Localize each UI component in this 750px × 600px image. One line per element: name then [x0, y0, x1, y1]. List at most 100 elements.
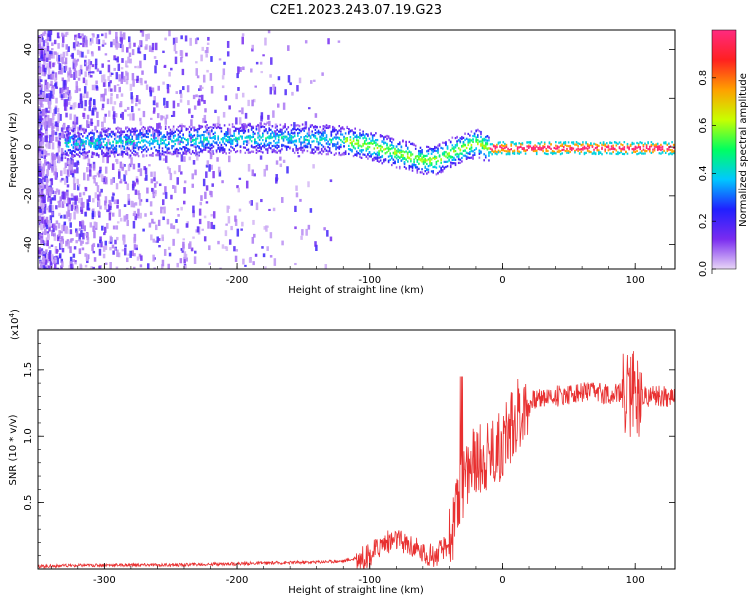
- ridge-cell: [596, 145, 599, 149]
- ridge-cell: [236, 150, 239, 153]
- ridge-cell: [445, 160, 447, 164]
- heatmap-cell: [267, 114, 270, 120]
- ridge-cell: [298, 124, 301, 127]
- ridge-cell: [183, 147, 186, 151]
- ridge-cell: [378, 150, 380, 153]
- ridge-cell: [85, 142, 87, 145]
- ridge-cell: [289, 136, 291, 139]
- heatmap-cell: [191, 183, 195, 188]
- heatmap-cell: [109, 261, 112, 269]
- ridge-cell: [516, 146, 519, 149]
- heatmap-cell: [75, 145, 79, 149]
- heatmap-cell: [104, 88, 107, 96]
- ridge-cell: [469, 134, 471, 137]
- ridge-cell: [569, 146, 571, 149]
- ridge-cell: [96, 145, 98, 149]
- ridge-cell: [362, 149, 364, 152]
- heatmap-cell: [43, 184, 46, 189]
- heatmap-cell: [39, 79, 43, 83]
- ridge-cell: [77, 131, 79, 134]
- ridge-cell: [269, 128, 272, 131]
- heatmap-cell: [88, 73, 91, 78]
- ridge-cell: [137, 134, 140, 137]
- heatmap-cell: [67, 101, 71, 106]
- heatmap-cell: [57, 203, 61, 208]
- heatmap-cell: [80, 202, 84, 210]
- ridge-cell: [241, 123, 243, 126]
- heatmap-cell: [153, 171, 156, 178]
- ridge-cell: [559, 141, 562, 144]
- ridge-cell: [164, 151, 167, 154]
- ridge-cell: [265, 137, 267, 140]
- ridge-cell: [109, 134, 111, 137]
- heatmap-cell: [104, 262, 108, 265]
- heatmap-cell: [179, 93, 183, 99]
- ridge-cell: [282, 138, 285, 141]
- ridge-cell: [335, 136, 337, 139]
- ridge-cell: [411, 163, 414, 166]
- heatmap-cell: [47, 152, 50, 156]
- heatmap-cell: [73, 169, 77, 174]
- ridge-cell: [376, 143, 379, 146]
- ridge-cell: [101, 134, 103, 138]
- ridge-cell: [169, 132, 172, 135]
- ridge-cell: [320, 152, 323, 156]
- heatmap-cell: [78, 125, 82, 130]
- heatmap-cell: [38, 67, 41, 75]
- heatmap-cell: [133, 42, 136, 47]
- ridge-cell: [427, 152, 430, 155]
- heatmap-cell: [139, 121, 143, 126]
- ridge-cell: [239, 135, 242, 138]
- heatmap-cell: [54, 171, 58, 180]
- ridge-cell: [367, 133, 369, 136]
- ridge-cell: [610, 145, 613, 148]
- ridge-cell: [551, 152, 554, 156]
- ridge-cell: [163, 134, 165, 137]
- heatmap-cell: [314, 241, 317, 247]
- heatmap-cell: [79, 93, 83, 100]
- ridge-cell: [171, 153, 173, 156]
- ridge-cell: [163, 151, 165, 154]
- ridge-cell: [328, 147, 331, 150]
- heatmap-cell: [77, 102, 81, 109]
- ridge-cell: [580, 150, 583, 153]
- heatmap-cell: [177, 214, 180, 217]
- ridge-cell: [583, 151, 586, 155]
- heatmap-cell: [42, 211, 45, 214]
- ridge-cell: [349, 130, 352, 133]
- heatmap-cell: [94, 64, 98, 70]
- heatmap-cell: [163, 106, 167, 109]
- ridge-cell: [292, 141, 294, 144]
- heatmap-cell: [86, 120, 89, 128]
- heatmap-cell: [67, 74, 70, 82]
- ridge-cell: [121, 142, 124, 145]
- heatmap-cell: [235, 248, 239, 252]
- ridge-cell: [182, 141, 184, 144]
- ridge-cell: [421, 149, 423, 152]
- heatmap-cell: [267, 30, 271, 34]
- heatmap-cell: [156, 102, 159, 108]
- ridge-cell: [297, 124, 299, 127]
- ridge-cell: [169, 151, 172, 154]
- heatmap-cell: [42, 163, 46, 168]
- ridge-cell: [324, 126, 326, 129]
- heatmap-cell: [178, 165, 181, 173]
- ridge-cell: [250, 128, 253, 131]
- ridge-cell: [545, 152, 548, 156]
- heatmap-cell: [136, 214, 139, 219]
- ridge-cell: [303, 136, 306, 139]
- ridge-cell: [195, 128, 197, 132]
- heatmap-cell: [78, 88, 81, 92]
- ridge-cell: [574, 149, 576, 153]
- ridge-cell: [204, 148, 207, 151]
- heatmap-cell: [48, 93, 51, 99]
- ridge-cell: [153, 133, 156, 136]
- ridge-cell: [308, 139, 310, 143]
- ridge-cell: [658, 148, 661, 151]
- ridge-cell: [239, 145, 242, 148]
- ridge-cell: [451, 158, 454, 161]
- ridge-cell: [365, 137, 368, 140]
- ridge-cell: [472, 150, 474, 153]
- heatmap-cell: [157, 219, 161, 226]
